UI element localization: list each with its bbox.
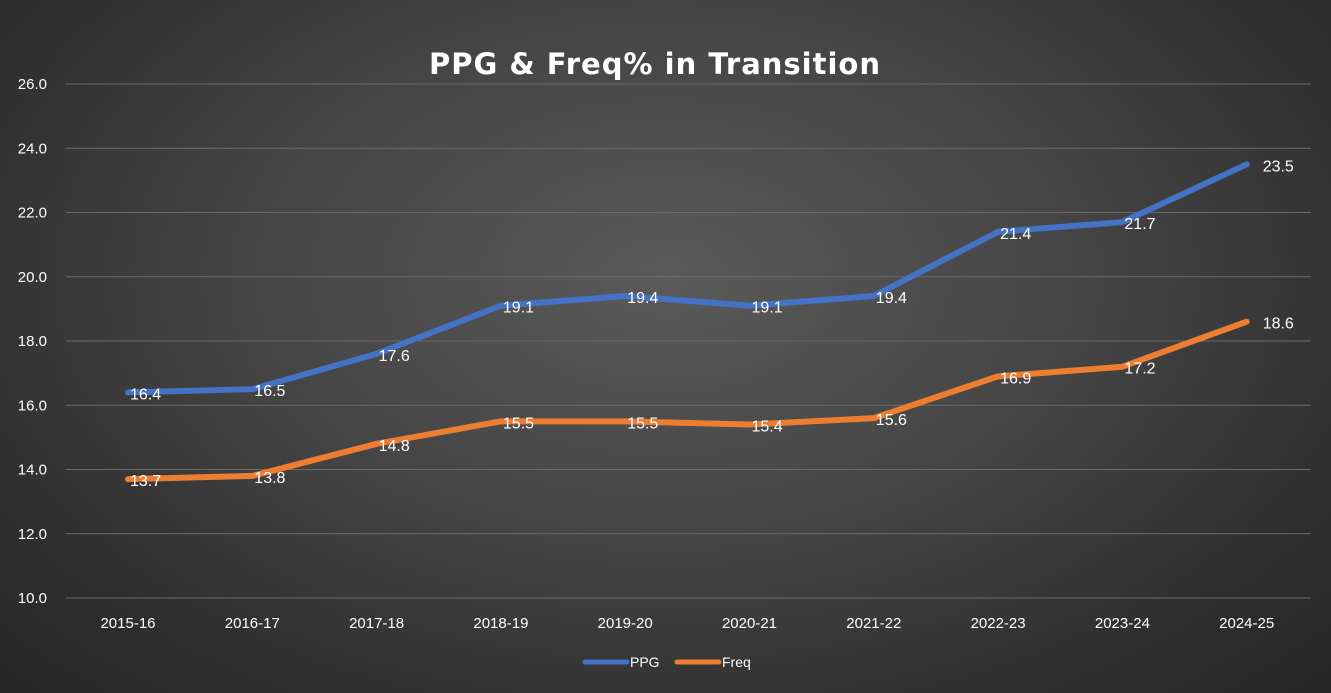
data-label-ppg: 19.1 — [752, 300, 783, 317]
data-label-freq: 15.5 — [627, 415, 658, 432]
y-axis: 10.0 12.0 14.0 16.0 18.0 20.0 22.0 24.0 26.0 — [18, 76, 47, 607]
data-labels: 16.4 16.5 17.6 19.1 19.4 19.1 19.4 21.4 21.7 23.5… — [130, 158, 1294, 490]
y-tick-label: 20.0 — [18, 269, 47, 286]
y-tick-label: 18.0 — [18, 333, 47, 350]
x-tick-label: 2019-20 — [598, 615, 653, 632]
data-label-ppg: 19.4 — [876, 290, 907, 307]
data-label-freq: 13.8 — [254, 470, 285, 487]
series-line-freq — [125, 318, 1250, 483]
data-label-freq: 18.6 — [1263, 316, 1294, 333]
data-label-ppg: 19.4 — [627, 290, 658, 307]
data-label-freq: 16.9 — [1000, 370, 1031, 387]
x-tick-label: 2015-16 — [100, 615, 155, 632]
x-tick-label: 2016-17 — [225, 615, 280, 632]
x-tick-label: 2023-24 — [1095, 615, 1150, 632]
legend-item-ppg: PPG — [630, 654, 660, 670]
data-label-ppg: 17.6 — [379, 348, 410, 365]
legend-item-freq: Freq — [722, 654, 751, 670]
y-tick-label: 10.0 — [18, 590, 47, 607]
data-label-freq: 15.6 — [876, 412, 907, 429]
y-tick-label: 24.0 — [18, 140, 47, 157]
y-tick-label: 16.0 — [18, 397, 47, 414]
data-label-ppg: 19.1 — [503, 300, 534, 317]
x-tick-label: 2017-18 — [349, 615, 404, 632]
x-tick-label: 2020-21 — [722, 615, 777, 632]
x-tick-label: 2018-19 — [473, 615, 528, 632]
x-tick-label: 2024-25 — [1219, 615, 1274, 632]
legend: PPG Freq — [582, 654, 751, 670]
data-label-ppg: 16.5 — [254, 383, 285, 400]
chart-title: PPG & Freq% in Transition — [429, 47, 881, 81]
data-label-freq: 13.7 — [130, 473, 161, 490]
data-label-freq: 15.4 — [752, 419, 783, 436]
y-tick-label: 26.0 — [18, 76, 47, 93]
y-tick-label: 12.0 — [18, 526, 47, 543]
series-line-ppg — [125, 161, 1250, 396]
x-axis: 2015-16 2016-17 2017-18 2018-19 2019-20 2020-… — [100, 615, 1274, 632]
data-label-ppg: 23.5 — [1263, 158, 1294, 175]
data-label-ppg: 21.4 — [1000, 226, 1031, 243]
x-tick-label: 2021-22 — [846, 615, 901, 632]
gridlines — [66, 83, 1311, 599]
data-label-freq: 15.5 — [503, 415, 534, 432]
data-label-ppg: 16.4 — [130, 386, 161, 403]
x-tick-label: 2022-23 — [971, 615, 1026, 632]
data-label-ppg: 21.7 — [1124, 216, 1155, 233]
series-lines — [125, 161, 1250, 483]
data-label-freq: 14.8 — [379, 438, 410, 455]
y-tick-label: 14.0 — [18, 462, 47, 479]
y-tick-label: 22.0 — [18, 205, 47, 222]
data-label-freq: 17.2 — [1124, 361, 1155, 378]
